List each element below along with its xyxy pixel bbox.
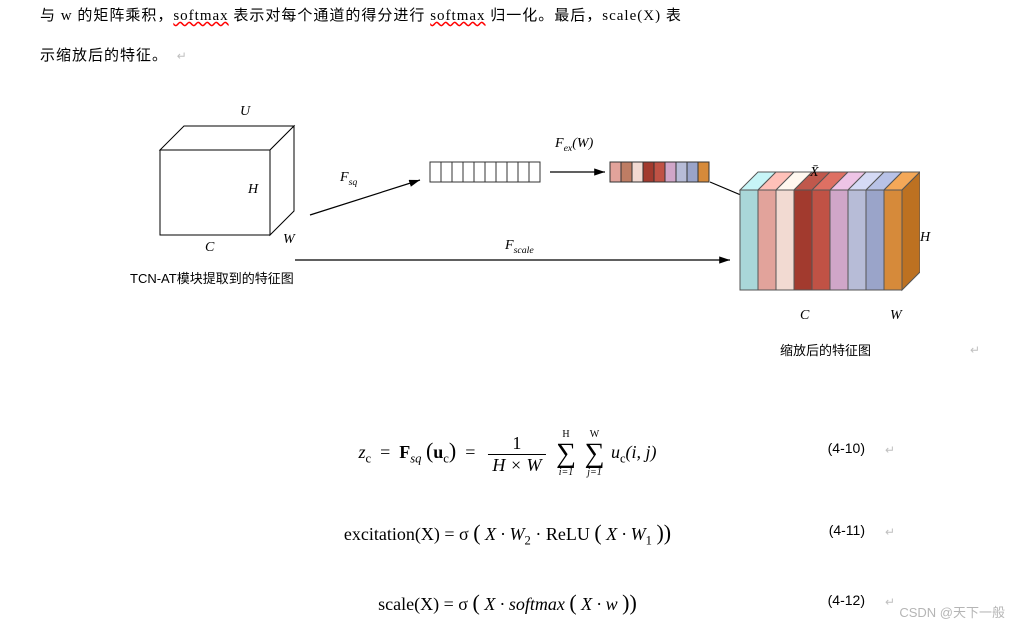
eq2-b: X · W bbox=[606, 524, 646, 544]
label-w: W bbox=[283, 232, 295, 248]
eq1-uarg: u bbox=[433, 442, 443, 462]
t1c: 归一化。最后，scale(X) 表 bbox=[486, 8, 682, 24]
return-mark-3: ↵ bbox=[885, 443, 895, 458]
eq1-zc: c bbox=[365, 452, 371, 466]
label-xbar: X̄ bbox=[810, 165, 819, 181]
label-stack-c: C bbox=[800, 308, 809, 324]
fex-arg: (W) bbox=[572, 136, 593, 151]
return-mark-5: ↵ bbox=[885, 595, 895, 610]
stack-cube bbox=[740, 172, 920, 290]
label-c: C bbox=[205, 240, 214, 256]
label-stack-w: W bbox=[890, 308, 902, 324]
eq1-sum2: W ∑ j=1 bbox=[584, 430, 604, 478]
return-mark-2: ↵ bbox=[970, 343, 980, 358]
label-fsq: Fsq bbox=[340, 170, 357, 188]
t1a: 与 w 的矩阵乘积， bbox=[40, 8, 173, 24]
eq1-sum1: H ∑ i=1 bbox=[556, 430, 576, 478]
seq-colored bbox=[610, 162, 709, 182]
t1b: 表示对每个通道的得分进行 bbox=[229, 8, 431, 24]
eq1-s2b: j=1 bbox=[584, 468, 604, 478]
stack-caption: 缩放后的特征图 bbox=[780, 340, 871, 359]
fsq-f: F bbox=[340, 170, 349, 185]
label-u: U bbox=[240, 104, 250, 120]
fsq-sub: sq bbox=[349, 177, 358, 188]
eq3-inner: X · w bbox=[581, 594, 618, 614]
tcn-caption: TCN-AT模块提取到的特征图 bbox=[130, 268, 294, 287]
fscale-f: F bbox=[505, 238, 514, 253]
body-text-line-2: 示缩放后的特征。 ↵ bbox=[40, 40, 188, 73]
eq1-z: z bbox=[358, 442, 365, 462]
eq2-w2: 2 bbox=[525, 534, 531, 548]
eq1-frac: 1 H × W bbox=[488, 433, 545, 476]
eq2-num: (4-11) bbox=[829, 522, 865, 538]
t2: 示缩放后的特征。 bbox=[40, 48, 168, 64]
eq3-body: scale(X) = σ ( X · softmax ( X · w )) bbox=[378, 590, 637, 616]
eq2-w1: 1 bbox=[646, 534, 652, 548]
fscale-sub: scale bbox=[514, 245, 534, 256]
label-fscale: Fscale bbox=[505, 238, 534, 256]
label-h: H bbox=[248, 182, 258, 198]
se-diagram: U H W C TCN-AT模块提取到的特征图 Fsq Fex(W) Fscal… bbox=[100, 110, 920, 380]
eq2-a: X · W bbox=[485, 524, 525, 544]
label-fex: Fex(W) bbox=[555, 136, 593, 154]
cube-u bbox=[160, 126, 294, 235]
eq2-relu: · ReLU bbox=[535, 524, 589, 544]
eq1-Fsub: sq bbox=[410, 452, 421, 466]
seq-plain bbox=[430, 162, 540, 182]
eq1-one: 1 bbox=[488, 433, 545, 455]
eq3-num: (4-12) bbox=[828, 592, 865, 608]
body-text-line-1: 与 w 的矩阵乘积，softmax 表示对每个通道的得分进行 softmax 归… bbox=[40, 0, 682, 33]
label-stack-h: H bbox=[920, 230, 930, 246]
eq1-F: F bbox=[399, 442, 410, 462]
eq3-lhs: scale(X) = σ bbox=[378, 594, 468, 614]
eq1-ij: (i, j) bbox=[626, 442, 657, 462]
fex-f: F bbox=[555, 136, 564, 151]
arrow-fsq bbox=[310, 180, 420, 215]
eq1-s1b: i=1 bbox=[556, 468, 576, 478]
watermark: CSDN @天下一般 bbox=[899, 602, 1005, 621]
softmax-2: softmax bbox=[430, 8, 485, 24]
eq2-lhs: excitation(X) = σ bbox=[344, 524, 469, 544]
return-mark-1: ↵ bbox=[177, 49, 188, 63]
eq3-soft: X · softmax bbox=[484, 594, 565, 614]
softmax-1: softmax bbox=[173, 8, 228, 24]
eq2-body: excitation(X) = σ ( X · W2 · ReLU ( X · … bbox=[344, 520, 671, 549]
fex-sub: ex bbox=[564, 143, 573, 154]
eq1-body: zc = Fsq (uc) = 1 H × W H ∑ i=1 W ∑ j=1 … bbox=[358, 430, 656, 478]
eq1-num: (4-10) bbox=[828, 440, 865, 456]
return-mark-4: ↵ bbox=[885, 525, 895, 540]
eq1-hxw: H × W bbox=[488, 455, 545, 476]
